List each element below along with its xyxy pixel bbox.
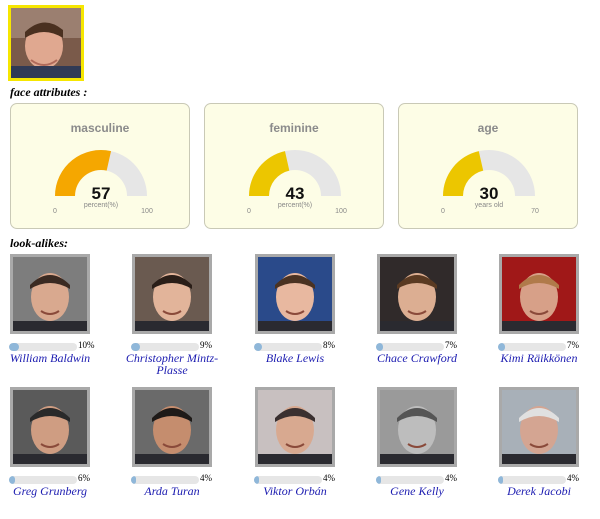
gauge-feminine: feminine 43 percent(%) 0 100 — [204, 103, 384, 229]
look-alike-name-link[interactable]: Kimi Räikkönen — [500, 351, 578, 365]
similarity-bar-fill — [131, 343, 141, 351]
similarity-bar-fill — [376, 343, 384, 351]
gauge-max: 100 — [335, 208, 347, 215]
look-alike-name-link[interactable]: William Baldwin — [9, 351, 91, 365]
look-alike-face-image — [135, 257, 209, 331]
look-alike-face-image — [380, 257, 454, 331]
look-alike-photo[interactable] — [132, 387, 212, 467]
look-alike-face-image — [502, 257, 576, 331]
look-alike-face-image — [258, 390, 332, 464]
gauge-title: feminine — [269, 121, 319, 135]
gauge-min: 0 — [441, 208, 445, 215]
look-alike-photo[interactable] — [10, 254, 90, 334]
gauge-age: age 30 years old 0 70 — [398, 103, 578, 229]
similarity-percent: 7% — [567, 340, 579, 350]
similarity-bar — [376, 343, 444, 351]
gauge-value: 43 — [286, 184, 305, 203]
gauge-max: 70 — [531, 208, 539, 215]
similarity-percent: 4% — [200, 473, 212, 483]
similarity-percent: 4% — [445, 473, 457, 483]
similarity-bar — [9, 343, 77, 351]
gauge-masculine: masculine 57 percent(%) 0 100 — [10, 103, 190, 229]
similarity-percent: 4% — [567, 473, 579, 483]
look-alike-name-link[interactable]: Christopher Mintz-Plasse — [125, 351, 219, 377]
similarity-bar — [376, 476, 444, 484]
gauge-min: 0 — [53, 208, 57, 215]
look-alike-face-image — [13, 257, 87, 331]
look-alike-photo[interactable] — [377, 387, 457, 467]
similarity-percent: 8% — [323, 340, 335, 350]
look-alike-face-image — [258, 257, 332, 331]
similarity-bar-fill — [9, 343, 20, 351]
look-alikes-label: look-alikes: — [10, 236, 68, 250]
similarity-bar — [254, 343, 322, 351]
look-alike-name-link[interactable]: Blake Lewis — [265, 351, 325, 365]
face-photo-image — [11, 8, 81, 78]
similarity-bar-fill — [498, 343, 506, 351]
look-alike-name-link[interactable]: Arda Turan — [144, 484, 200, 498]
look-alike-photo[interactable] — [132, 254, 212, 334]
look-alike-photo[interactable] — [499, 254, 579, 334]
gauge-unit: percent(%) — [84, 202, 118, 209]
gauge-max: 100 — [141, 208, 153, 215]
gauge-title: masculine — [70, 121, 130, 135]
similarity-bar-fill — [254, 476, 260, 484]
face-attributes-label: face attributes : — [10, 85, 88, 99]
look-alike-name-link[interactable]: Viktor Orbán — [263, 484, 327, 498]
similarity-percent: 10% — [78, 340, 95, 350]
uploaded-face-photo — [8, 5, 84, 81]
similarity-percent: 6% — [78, 473, 90, 483]
similarity-bar-fill — [254, 343, 263, 351]
look-alike-name-link[interactable]: Derek Jacobi — [507, 484, 571, 498]
similarity-bar-fill — [376, 476, 382, 484]
similarity-percent: 9% — [200, 340, 212, 350]
similarity-bar — [498, 343, 566, 351]
look-alike-photo[interactable] — [255, 387, 335, 467]
gauge-chart: 43 percent(%) 0 100 — [247, 150, 347, 215]
gauge-value: 30 — [480, 184, 499, 203]
gauge-unit: years old — [475, 202, 504, 209]
look-alike-photo[interactable] — [377, 254, 457, 334]
look-alike-name-link[interactable]: Gene Kelly — [390, 484, 444, 498]
similarity-bar-fill — [9, 476, 16, 484]
similarity-bar — [9, 476, 77, 484]
similarity-bar — [498, 476, 566, 484]
similarity-bar — [254, 476, 322, 484]
look-alike-photo[interactable] — [10, 387, 90, 467]
look-alike-face-image — [502, 390, 576, 464]
similarity-bar-fill — [131, 476, 137, 484]
look-alike-face-image — [13, 390, 87, 464]
gauge-unit: percent(%) — [278, 202, 312, 209]
gauge-chart: 30 years old 0 70 — [441, 150, 539, 215]
similarity-bar — [131, 343, 199, 351]
similarity-bar — [131, 476, 199, 484]
gauge-chart: 57 percent(%) 0 100 — [53, 149, 153, 215]
look-alike-face-image — [380, 390, 454, 464]
look-alike-photo[interactable] — [255, 254, 335, 334]
gauge-min: 0 — [247, 208, 251, 215]
similarity-bar-fill — [498, 476, 504, 484]
look-alike-name-link[interactable]: Chace Crawford — [377, 351, 457, 365]
look-alike-face-image — [135, 390, 209, 464]
look-alike-name-link[interactable]: Greg Grunberg — [12, 484, 88, 498]
similarity-percent: 7% — [445, 340, 457, 350]
gauge-title: age — [477, 121, 499, 135]
gauge-fill — [249, 151, 290, 196]
similarity-percent: 4% — [323, 473, 335, 483]
gauge-fill — [443, 151, 484, 196]
look-alike-photo[interactable] — [499, 387, 579, 467]
gauge-fill — [55, 149, 112, 196]
gauge-value: 57 — [92, 184, 111, 203]
